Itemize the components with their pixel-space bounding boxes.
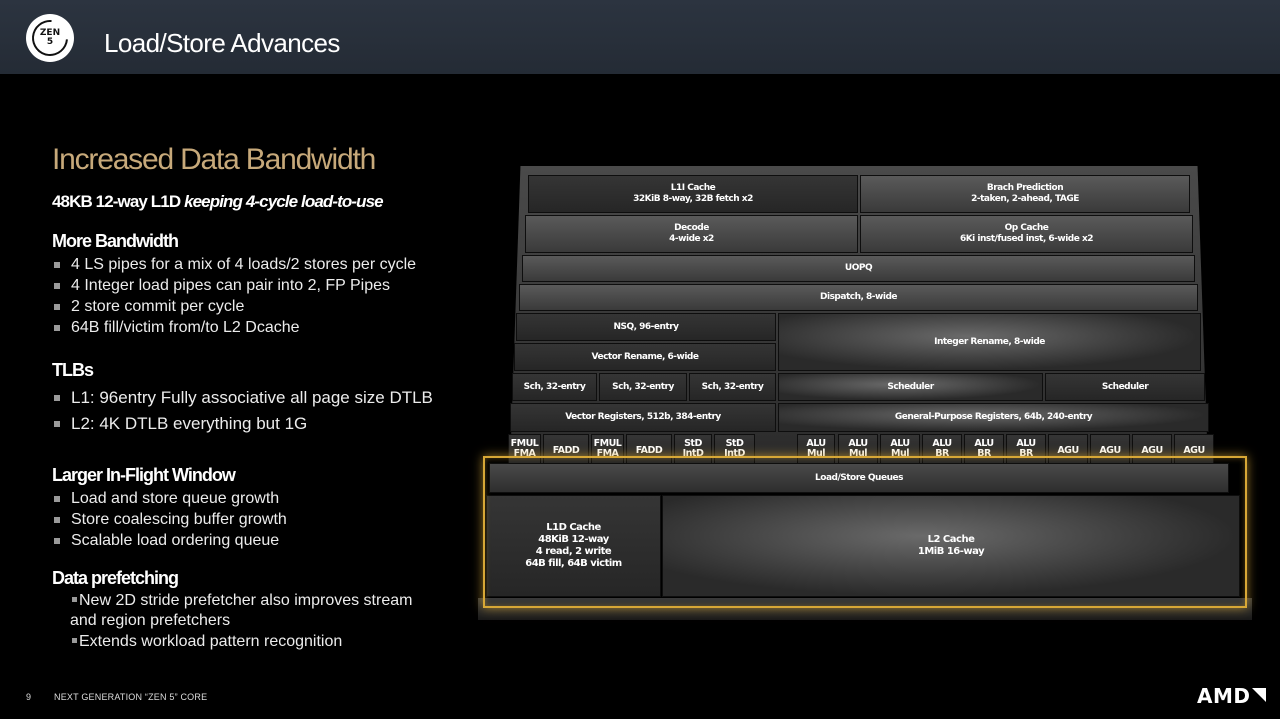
- uopq-block: UOPQ: [522, 255, 1195, 282]
- vector-scheduler-block: Sch, 32-entry: [689, 373, 776, 401]
- amd-logo-icon: AMD: [1197, 684, 1267, 708]
- alu-mul-unit: ALU Mul: [880, 434, 920, 464]
- agu-unit: AGU: [1048, 434, 1088, 464]
- subheading: 48KB 12-way L1D keeping 4-cycle load-to-…: [52, 192, 384, 211]
- agu-unit: AGU: [1132, 434, 1172, 464]
- list-item: Load and store queue growth: [52, 488, 287, 509]
- fadd-unit: FADD: [543, 434, 589, 464]
- agu-scheduler-block: Scheduler: [1045, 373, 1205, 401]
- tlbs-title: TLBs: [52, 360, 94, 380]
- branch-prediction-block: Brach Prediction 2-taken, 2-ahead, TAGE: [860, 175, 1190, 213]
- list-item: 4 LS pipes for a mix of 4 loads/2 stores…: [52, 254, 416, 275]
- prefetch-line-3: Extends workload pattern recognition: [72, 632, 342, 653]
- list-item: 4 Integer load pipes can pair into 2, FP…: [52, 275, 416, 296]
- footer-text: NEXT GENERATION “ZEN 5” CORE: [54, 692, 208, 702]
- slide-header: ZEN 5 Load/Store Advances: [0, 0, 1280, 74]
- integer-rename-block: Integer Rename, 8-wide: [778, 313, 1201, 371]
- tlbs-list: L1: 96entry Fully associative all page s…: [52, 385, 433, 437]
- list-item: 64B fill/victim from/to L2 Dcache: [52, 317, 416, 338]
- vector-rename-block: Vector Rename, 6-wide: [514, 343, 776, 371]
- agu-unit: AGU: [1090, 434, 1130, 464]
- load-store-highlight-frame: [483, 456, 1247, 608]
- decode-block: Decode 4-wide x2: [525, 215, 858, 253]
- prefetch-title: Data prefetching: [52, 568, 179, 588]
- list-item: Store coalescing buffer growth: [52, 509, 287, 530]
- alu-mul-unit: ALU Mul: [797, 434, 835, 464]
- vector-registers-block: Vector Registers, 512b, 384-entry: [510, 403, 776, 432]
- section-heading: Increased Data Bandwidth: [52, 143, 376, 176]
- l1d-cache-block: L1D Cache 48KiB 12-way 4 read, 2 write 6…: [486, 495, 661, 597]
- load-store-queues-block: Load/Store Queues: [489, 463, 1229, 493]
- inflight-list: Load and store queue growth Store coales…: [52, 488, 287, 551]
- store-data-unit: StD IntD: [714, 434, 755, 464]
- nsq-block: NSQ, 96-entry: [516, 313, 776, 341]
- integer-scheduler-block: Scheduler: [778, 373, 1043, 401]
- list-item: L1: 96entry Fully associative all page s…: [52, 385, 433, 411]
- diagram-base: [478, 598, 1252, 620]
- list-item: 2 store commit per cycle: [52, 296, 416, 317]
- list-item: Scalable load ordering queue: [52, 530, 287, 551]
- gp-registers-block: General-Purpose Registers, 64b, 240-entr…: [778, 403, 1209, 432]
- list-item: L2: 4K DTLB everything but 1G: [52, 411, 433, 437]
- op-cache-block: Op Cache 6Ki inst/fused inst, 6-wide x2: [860, 215, 1193, 253]
- l2-cache-block: L2 Cache 1MiB 16-way: [662, 495, 1240, 597]
- slide-title: Load/Store Advances: [104, 28, 340, 58]
- more-bandwidth-list: 4 LS pipes for a mix of 4 loads/2 stores…: [52, 254, 416, 338]
- fmul-unit: FMUL FMA: [508, 434, 541, 464]
- more-bandwidth-title: More Bandwidth: [52, 231, 179, 251]
- inflight-title: Larger In-Flight Window: [52, 465, 236, 485]
- zen5-logo-icon: ZEN 5: [24, 12, 76, 64]
- prefetch-line-1: New 2D stride prefetcher also improves s…: [72, 591, 412, 612]
- prefetch-line-2: and region prefetchers: [70, 612, 231, 629]
- vector-scheduler-block: Sch, 32-entry: [512, 373, 597, 401]
- page-number: 9: [26, 692, 32, 702]
- l1i-cache-block: L1I Cache 32KiB 8-way, 32B fetch x2: [528, 175, 858, 213]
- dispatch-block: Dispatch, 8-wide: [519, 284, 1198, 311]
- vector-scheduler-block: Sch, 32-entry: [599, 373, 687, 401]
- alu-br-unit: ALU BR: [922, 434, 962, 464]
- agu-unit: AGU: [1174, 434, 1214, 464]
